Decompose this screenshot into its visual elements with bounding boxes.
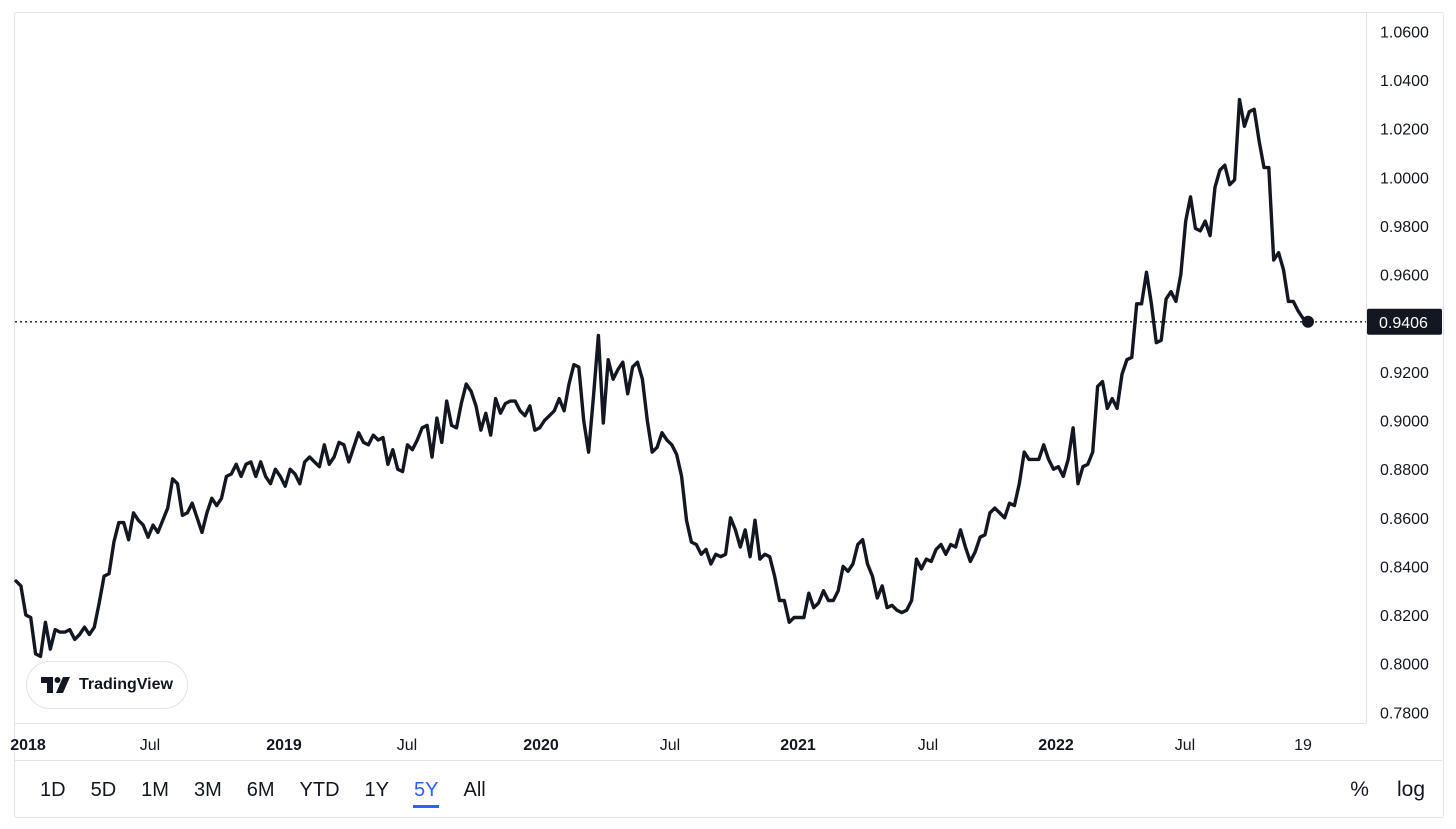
x-tick-label: Jul — [918, 737, 938, 754]
last-price-dot — [1302, 315, 1314, 328]
range-button-1d[interactable]: 1D — [40, 778, 66, 801]
x-tick-label: 2022 — [1038, 737, 1074, 754]
y-tick-label: 1.0600 — [1380, 24, 1429, 41]
price-series-line — [14, 97, 1310, 659]
x-tick-label: Jul — [660, 737, 680, 754]
x-tick-label: Jul — [397, 737, 417, 754]
range-button-1m[interactable]: 1M — [141, 778, 169, 801]
range-button-ytd[interactable]: YTD — [299, 778, 340, 801]
y-tick-label: 0.8400 — [1380, 559, 1429, 576]
range-button-3m[interactable]: 3M — [193, 778, 222, 801]
tradingview-logo-icon — [41, 677, 70, 693]
range-toolbar: 1D 5D 1M 3M 6M YTD 1Y 5Y All % log — [15, 762, 1443, 817]
y-tick-label: 0.8600 — [1380, 511, 1429, 528]
y-tick-label: 0.8800 — [1380, 462, 1429, 479]
current-price-label: 0.9406 — [1379, 315, 1428, 332]
range-selector: 1D 5D 1M 3M 6M YTD 1Y 5Y All — [15, 778, 486, 808]
chart-lines — [14, 13, 1442, 761]
chart-frame — [14, 12, 1444, 818]
y-tick-label: 0.9600 — [1380, 268, 1429, 285]
y-tick-label: 1.0000 — [1380, 170, 1429, 187]
x-tick-label: Jul — [140, 737, 160, 754]
y-tick-label: 0.9000 — [1380, 414, 1429, 431]
y-tick-label: 0.8200 — [1380, 608, 1429, 625]
x-tick-label: Jul — [1175, 737, 1195, 754]
range-button-5d[interactable]: 5D — [90, 778, 117, 801]
current-price-badge — [1367, 308, 1442, 335]
y-tick-label: 0.7800 — [1380, 705, 1429, 722]
price-chart[interactable]: 2018 Jul 2019 Jul 2020 Jul 2021 Jul 2022 Jul 19 1.… — [0, 0, 1456, 762]
x-tick-label: 2019 — [266, 737, 302, 754]
x-tick-label: 2021 — [780, 737, 816, 754]
x-tick-label: 2020 — [523, 737, 559, 754]
range-button-6m[interactable]: 6M — [246, 778, 275, 801]
y-axis: 1.0600 1.0400 1.0200 1.0000 0.9800 0.9600 0.94… — [1367, 24, 1442, 722]
scale-options: % log — [1322, 762, 1425, 817]
range-button-5y[interactable]: 5Y — [412, 778, 440, 808]
tradingview-logo-text: TradingView — [79, 676, 173, 693]
y-tick-label: 1.0400 — [1380, 73, 1429, 90]
y-tick-label: 1.0200 — [1380, 122, 1429, 139]
y-tick-label: 0.9200 — [1380, 365, 1429, 382]
x-tick-label: 2018 — [10, 737, 46, 754]
log-scale-button[interactable]: log — [1396, 777, 1425, 801]
y-tick-label: 0.8000 — [1380, 657, 1429, 674]
x-tick-label: 19 — [1294, 737, 1312, 754]
x-axis: 2018 Jul 2019 Jul 2020 Jul 2021 Jul 2022 Jul 19 — [10, 737, 1312, 754]
range-button-all[interactable]: All — [463, 778, 486, 801]
range-button-1y[interactable]: 1Y — [364, 778, 390, 801]
y-tick-label: 0.9800 — [1380, 219, 1429, 236]
tradingview-logo[interactable]: TradingView — [26, 661, 188, 709]
percent-scale-button[interactable]: % — [1350, 777, 1369, 801]
